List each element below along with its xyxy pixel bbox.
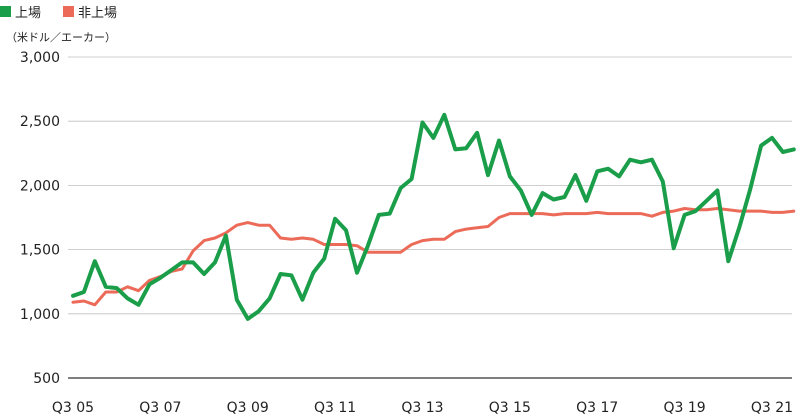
y-tick-label: 3,000 [20,50,60,66]
y-tick-label: 1,500 [20,243,60,259]
x-tick-label: Q3 09 [227,400,269,416]
x-tick-label: Q3 05 [52,400,94,416]
y-tick-label: 2,000 [20,178,60,194]
series-line-listed [71,112,796,321]
legend-swatch-listed [0,6,11,17]
x-tick-label: Q3 21 [751,400,793,416]
legend-swatch-unlisted [63,6,75,17]
y-tick-label: 500 [33,371,60,387]
y-tick-label: 1,000 [20,307,60,323]
y-axis-unit-label: （米ドル／エーカー） [6,31,116,44]
x-tick-label: Q3 07 [139,400,181,416]
x-tick-label: Q3 19 [664,400,706,416]
x-tick-label: Q3 15 [489,400,531,416]
legend: 上場 非上場 [0,2,117,21]
legend-label-listed: 上場 [15,6,42,21]
x-tick-label: Q3 11 [314,400,356,416]
series-line-unlisted [71,207,796,307]
legend-item-listed: 上場 [0,2,41,21]
x-tick-label: Q3 17 [576,400,618,416]
x-tick-label: Q3 13 [401,400,443,416]
legend-item-unlisted: 非上場 [63,2,117,21]
legend-label-unlisted: 非上場 [78,6,118,21]
y-tick-label: 2,500 [20,114,60,130]
